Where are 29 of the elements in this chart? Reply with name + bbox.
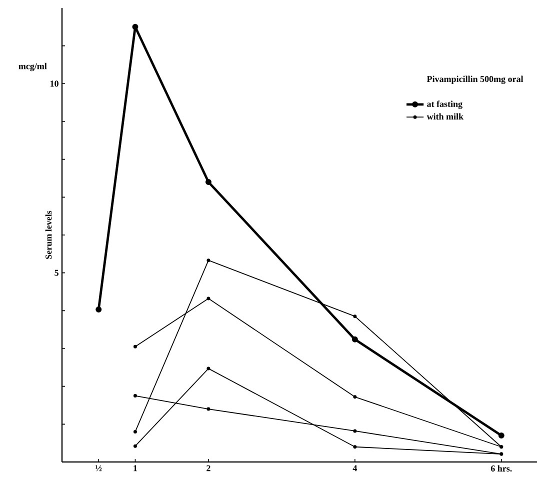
point: [133, 394, 137, 398]
point: [133, 430, 137, 434]
y-tick-label: 5: [54, 270, 58, 276]
x-tick-label: 2: [206, 465, 210, 472]
point: [206, 366, 210, 370]
x-tick-label: ½: [96, 465, 102, 472]
y-axis-title: Serum levels: [45, 210, 52, 259]
point: [132, 24, 138, 30]
point: [353, 445, 357, 449]
legend-title: Pivampicillin 500mg oral: [426, 76, 524, 84]
x-tick-label: 1: [134, 465, 138, 472]
point: [206, 258, 210, 262]
point: [352, 336, 358, 342]
y-tick-label: 10: [50, 80, 58, 87]
legend-label: at fasting: [427, 100, 462, 109]
text: mcg/ml: [18, 62, 47, 72]
point: [205, 179, 212, 186]
point: [133, 344, 137, 348]
x-tick-label: 4: [352, 465, 358, 472]
point: [206, 296, 210, 300]
point: [133, 444, 137, 448]
legend-label: with milk: [426, 113, 464, 120]
x-tick-label: 6 hrs.: [490, 465, 512, 472]
point: [206, 407, 210, 411]
point: [353, 395, 357, 399]
point: [96, 306, 102, 313]
point: [353, 429, 357, 433]
point: [353, 314, 357, 318]
point: [498, 432, 504, 439]
